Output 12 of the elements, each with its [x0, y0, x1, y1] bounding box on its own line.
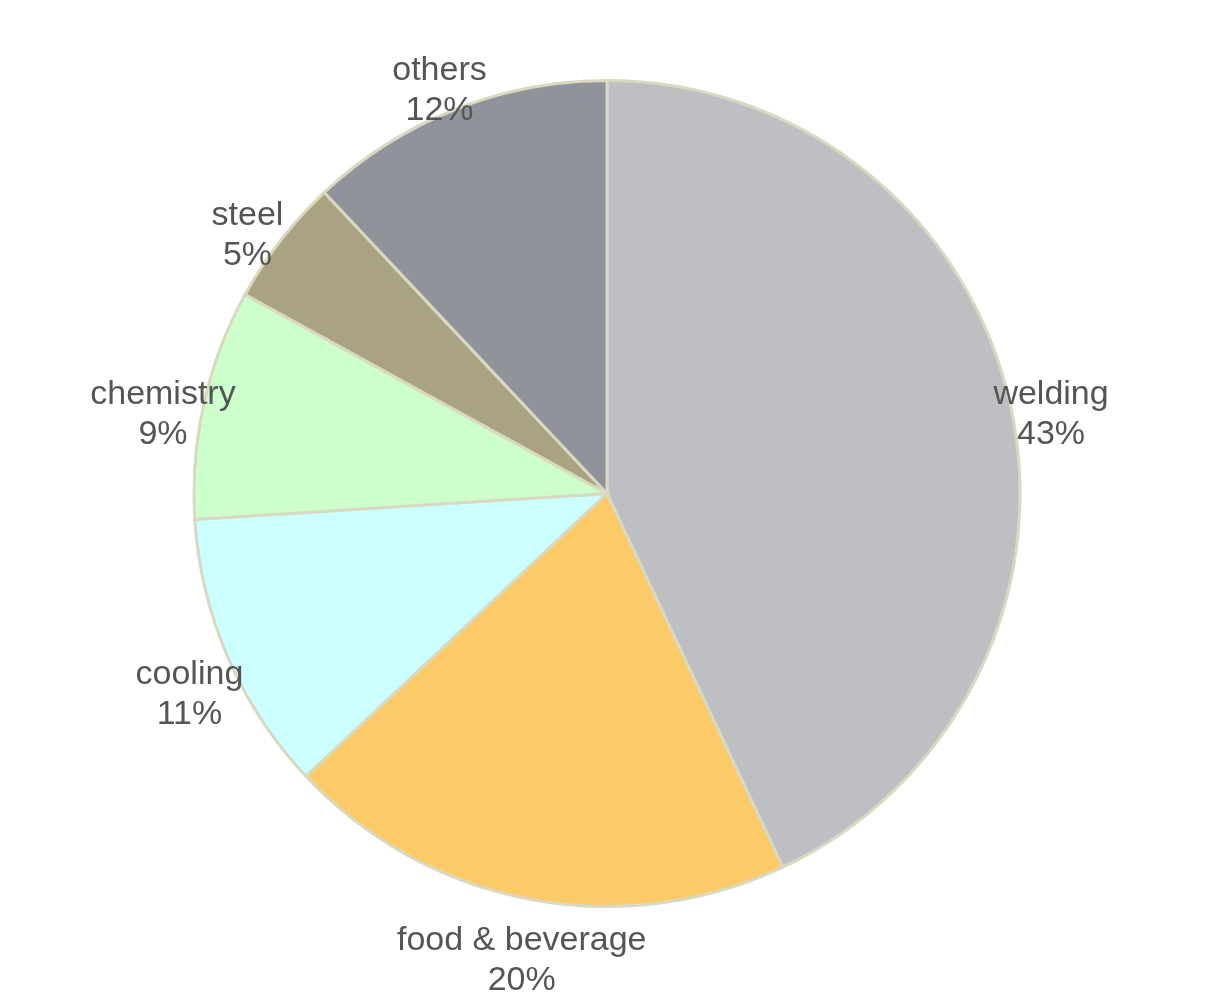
data-label: 20% — [487, 959, 556, 994]
data-label: 5% — [222, 233, 273, 272]
data-label: 11% — [156, 693, 223, 732]
data-label: 12% — [405, 89, 474, 128]
slice-label: welding — [992, 373, 1109, 412]
slice-label: others — [392, 49, 487, 88]
slice-label: steel — [211, 193, 284, 232]
slice-label: cooling — [135, 653, 244, 692]
data-label: 9% — [138, 413, 188, 452]
slice-label: chemistry — [90, 373, 236, 412]
slice-label: food & beverage — [396, 919, 647, 958]
data-label: 43% — [1017, 413, 1086, 452]
